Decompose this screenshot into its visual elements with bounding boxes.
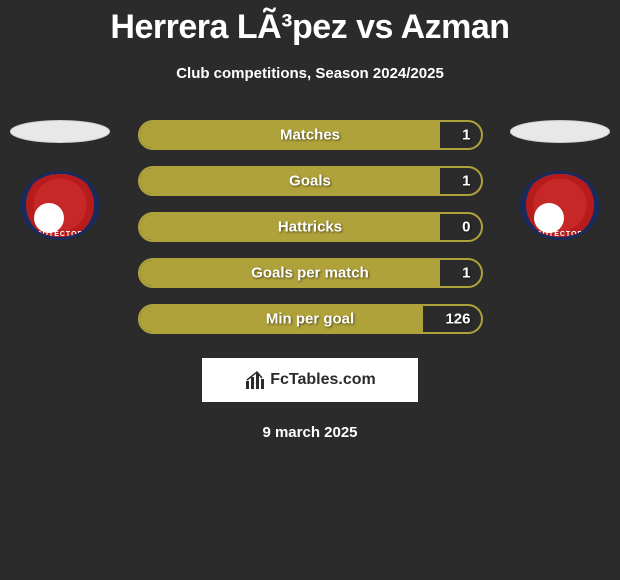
crest-text-bottom: PROTECTORS xyxy=(523,231,597,238)
footer-date: 9 march 2025 xyxy=(0,424,620,441)
club-crest-left: HOME UNITED PROTECTORS xyxy=(20,171,100,240)
bar-label: Matches xyxy=(280,127,340,144)
footer-brand-text: FcTables.com xyxy=(270,371,376,389)
bar-value-right: 0 xyxy=(462,219,470,236)
stat-bar: Goals per match 1 xyxy=(138,258,483,288)
player-left-badges: HOME UNITED PROTECTORS xyxy=(10,120,110,240)
bar-value-right: 1 xyxy=(462,173,470,190)
crest-text-bottom: PROTECTORS xyxy=(23,231,97,238)
bar-label: Hattricks xyxy=(278,219,342,236)
crest-inner xyxy=(526,171,594,239)
bar-label: Goals xyxy=(289,173,331,190)
bar-value-right: 1 xyxy=(462,265,470,282)
flag-ellipse-left xyxy=(10,120,110,143)
club-crest-right: HOME UNITED PROTECTORS xyxy=(520,171,600,240)
stat-bar: Hattricks 0 xyxy=(138,212,483,242)
page-subtitle: Club competitions, Season 2024/2025 xyxy=(0,65,620,82)
flag-ellipse-right xyxy=(510,120,610,143)
bar-value-right: 126 xyxy=(445,311,470,328)
bar-value-right: 1 xyxy=(462,127,470,144)
crest-inner xyxy=(26,171,94,239)
bar-label: Min per goal xyxy=(266,311,354,328)
player-right-badges: HOME UNITED PROTECTORS xyxy=(510,120,610,240)
bar-label: Goals per match xyxy=(251,265,369,282)
stat-bar: Goals 1 xyxy=(138,166,483,196)
page-title: Herrera LÃ³pez vs Azman xyxy=(0,0,620,47)
stat-bar: Matches 1 xyxy=(138,120,483,150)
footer-brand-badge: FcTables.com xyxy=(202,358,418,402)
stats-container: Matches 1 Goals 1 Hattricks 0 Goals per match 1… xyxy=(138,120,483,334)
bar-chart-icon xyxy=(244,369,266,391)
stat-bar: Min per goal 126 xyxy=(138,304,483,334)
